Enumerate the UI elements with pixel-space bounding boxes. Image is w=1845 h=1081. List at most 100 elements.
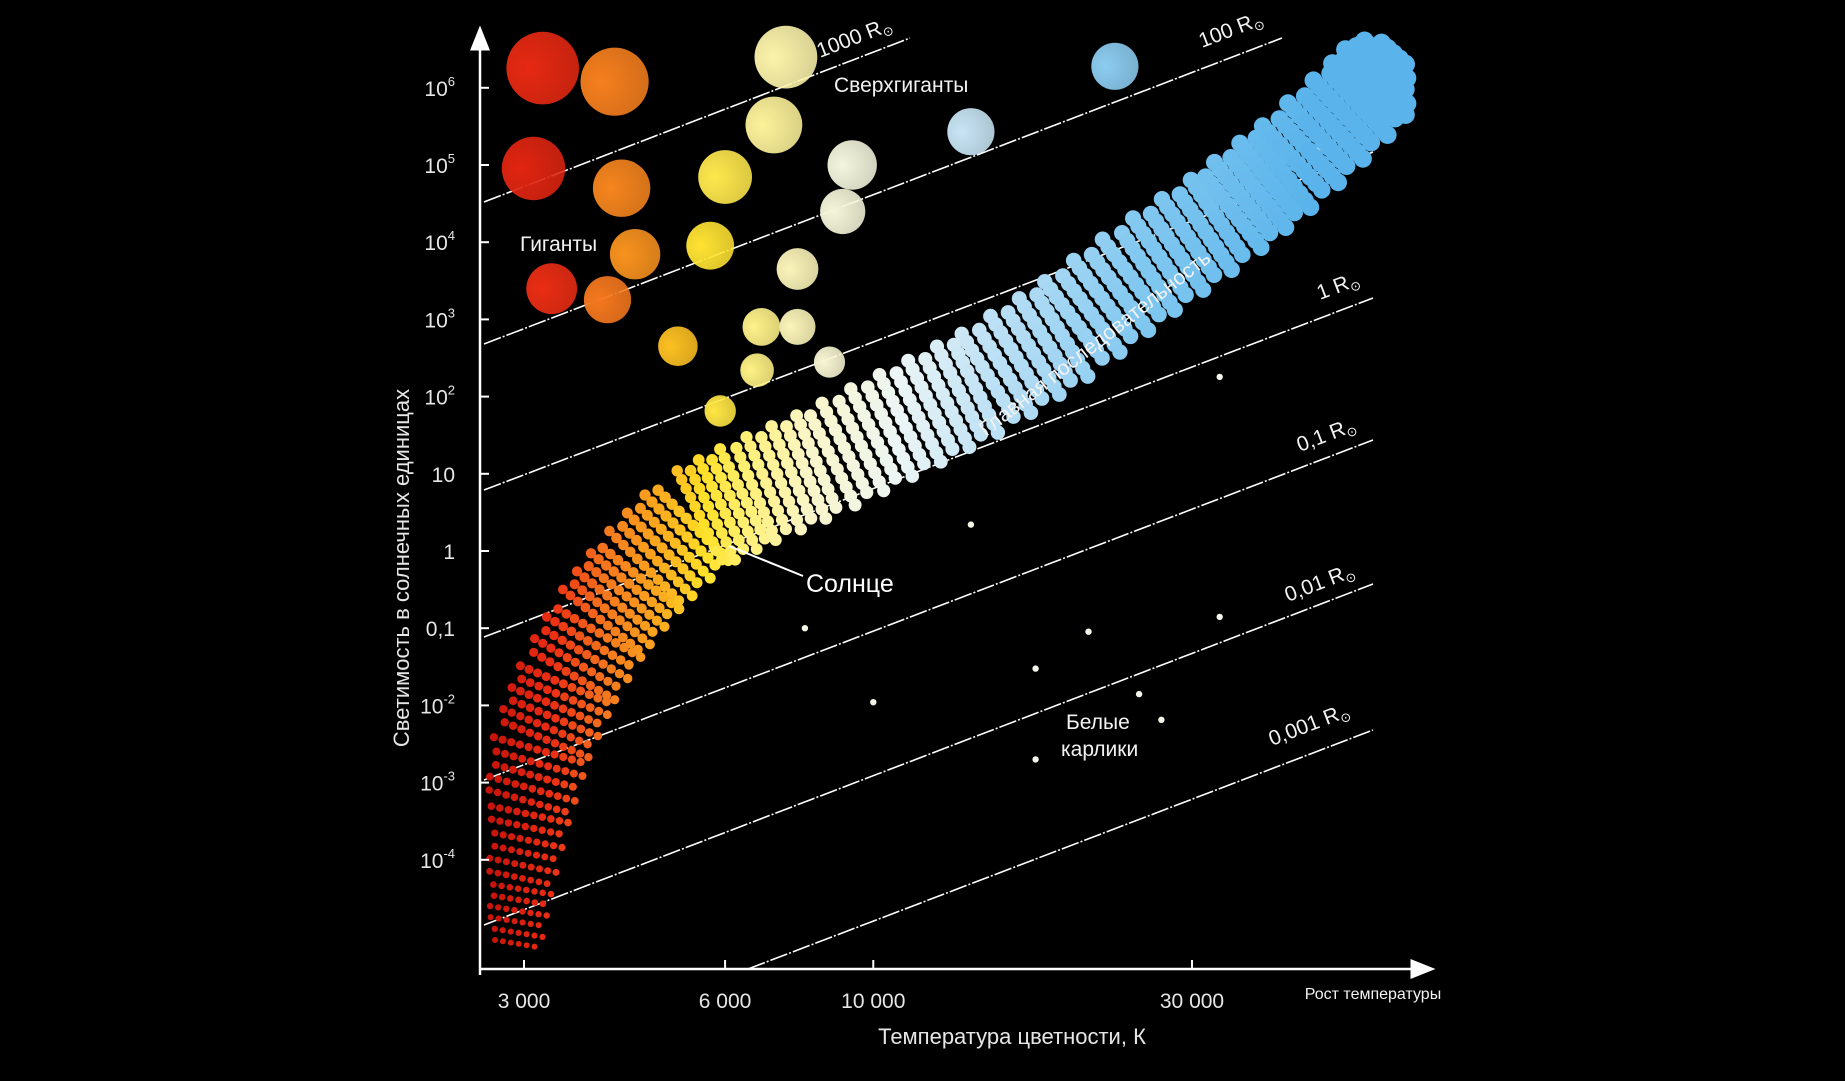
main-sequence-star [509,765,517,774]
main-sequence-star [655,523,667,535]
x-tick-label: 30 000 [1160,990,1224,1013]
main-sequence-star [575,749,585,758]
main-sequence-star [539,900,547,908]
main-sequence-star [606,579,617,590]
main-sequence-star [535,878,543,886]
main-sequence-star [550,750,559,759]
main-sequence-star [771,504,785,517]
main-sequence-star [562,653,572,663]
main-sequence-star [962,440,977,455]
main-sequence-star [502,791,510,799]
main-sequence-star [566,733,575,742]
main-sequence-star [543,912,550,919]
y-tick-label: 104 [424,228,455,255]
main-sequence-star [1285,204,1303,222]
white_dwarf-star [1135,690,1143,698]
radius-line-label: 1000 R⊙ [814,13,896,65]
main-sequence-star [681,531,693,543]
main-sequence-star [585,548,597,559]
main-sequence-star [571,566,583,577]
main-sequence-star [602,633,613,643]
main-sequence-star [729,554,741,566]
main-sequence-star [561,666,571,677]
x-tick-label: 10 000 [841,990,905,1013]
main-sequence-star [1223,261,1240,279]
main-sequence-star [1337,157,1356,176]
main-sequence-star [503,905,510,912]
main-sequence-star [552,868,560,876]
supergiant-star [1091,42,1139,90]
main-sequence-star [519,875,526,882]
main-sequence-star [495,915,502,922]
main-sequence-star [552,805,561,814]
main-sequence-star [686,590,698,602]
main-sequence-star [602,710,612,720]
main-sequence-star [555,830,563,838]
main-sequence-star [547,890,555,898]
main-sequence-star [710,462,723,475]
main-sequence-star [513,821,521,829]
main-sequence-star [618,539,629,551]
supergiant-star [820,188,866,235]
main-sequence-star [530,824,538,833]
main-sequence-star [665,569,677,581]
main-sequence-star [550,842,558,850]
main-sequence-star [526,757,535,766]
main-sequence-star [636,603,647,614]
main-sequence-star [614,669,625,679]
main-sequence-star [679,583,691,595]
main-sequence-star [604,525,615,537]
main-sequence-star [603,620,613,631]
main-sequence-star [698,491,710,504]
main-sequence-star [539,889,546,897]
main-sequence-star [584,715,593,724]
main-sequence-star [487,802,496,810]
main-sequence-star [688,538,700,550]
main-sequence-star [579,572,590,583]
main-sequence-star [542,735,551,744]
y-tick-label: 105 [424,151,455,178]
main-sequence-star [499,927,506,934]
main-sequence-star [547,828,555,836]
main-sequence-star [673,505,685,517]
main-sequence-star [533,693,542,703]
main-sequence-star [531,932,538,939]
main-sequence-star [732,507,745,520]
supergiant-star [501,136,566,201]
main-sequence-star [687,519,699,531]
main-sequence-star [728,525,741,538]
main-sequence-star [646,496,658,508]
main-sequence-star [945,442,960,456]
main-sequence-star [553,792,562,800]
main-sequence-star [1112,344,1128,360]
main-sequence-star [536,787,545,796]
main-sequence-star [531,943,538,950]
main-sequence-star [558,704,568,714]
main-sequence-star [1034,391,1050,406]
main-sequence-star [521,822,529,831]
main-sequence-star [610,626,621,637]
main-sequence-star [517,699,526,709]
main-sequence-star [602,697,611,707]
y-tick-label: 103 [424,305,455,332]
y-tick-label: 10-2 [420,691,455,718]
main-sequence-star [625,638,636,649]
main-sequence-star [496,804,504,812]
main-sequence-star [754,523,767,536]
main-sequence-star [551,714,560,723]
main-sequence-star [599,645,610,656]
main-sequence-star [610,695,620,705]
main-sequence-star [631,534,642,546]
main-sequence-star [558,679,568,689]
main-sequence-star [570,657,580,667]
radius-line-label: 0,1 R⊙ [1294,413,1360,458]
y-tick-label: 1 [443,541,455,564]
main-sequence-star [647,626,658,637]
white_dwarf-star [1158,716,1165,723]
main-sequence-star [527,920,534,928]
main-sequence-star [662,530,674,542]
main-sequence-star [538,826,546,834]
main-sequence-star [543,880,551,887]
main-sequence-star [677,563,689,575]
main-sequence-star [511,906,518,914]
